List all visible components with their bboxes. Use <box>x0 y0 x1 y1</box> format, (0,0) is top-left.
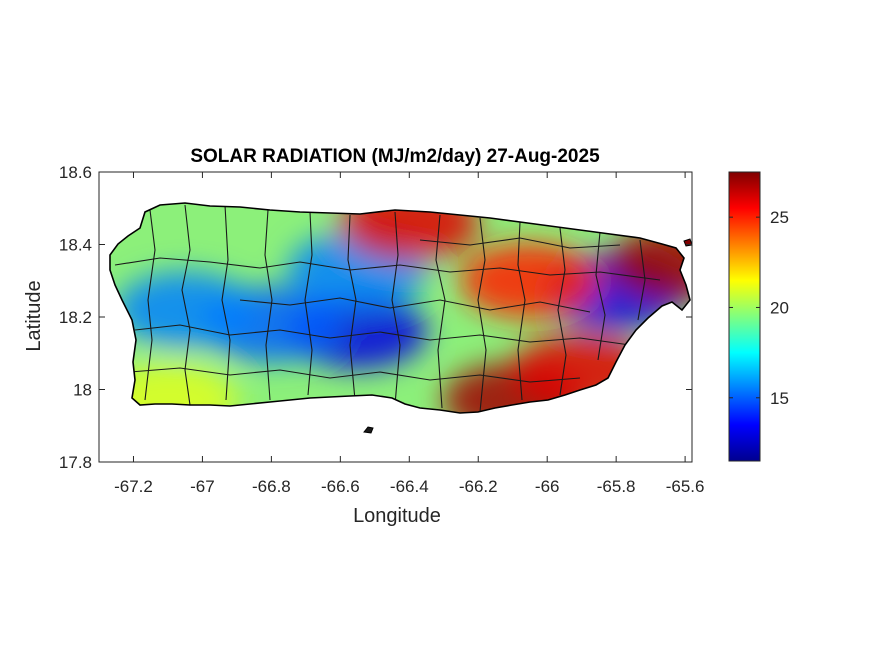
x-tick-label: -66.4 <box>390 477 429 496</box>
y-tick-label: 18 <box>73 381 92 400</box>
x-tick-label: -67.2 <box>114 477 153 496</box>
colorbar-tick-label: 20 <box>770 298 789 317</box>
colorbar-tick-label: 25 <box>770 208 789 227</box>
colorbar-tick-label: 15 <box>770 389 789 408</box>
coastline <box>109 202 691 414</box>
x-tick-label: -66.8 <box>252 477 291 496</box>
municipal-boundaries <box>114 204 661 413</box>
x-tick-label: -65.8 <box>597 477 636 496</box>
x-axis: -67.2 -67 -66.8 -66.6 -66.4 -66.2 -66 -65.8 -65.… <box>114 172 704 496</box>
field-cell-8 <box>608 224 690 301</box>
y-tick-label: 18.4 <box>59 236 92 255</box>
caja-de-muertos-island <box>363 426 374 434</box>
x-tick-label: -66.2 <box>459 477 498 496</box>
y-tick-label: 18.2 <box>59 308 92 327</box>
y-axis: 17.8 18 18.2 18.4 18.6 <box>59 163 692 472</box>
y-tick-label: 18.6 <box>59 163 92 182</box>
field-cell-2 <box>115 271 256 348</box>
colorbar-ticks: 15 20 25 <box>729 208 789 408</box>
field-cell-10 <box>459 242 600 319</box>
x-tick-label: -66 <box>535 477 560 496</box>
colorbar <box>728 171 761 462</box>
x-tick-label: -67 <box>190 477 215 496</box>
x-tick-label: -66.6 <box>321 477 360 496</box>
x-tick-label: -65.6 <box>666 477 705 496</box>
y-axis-label: Latitude <box>23 280 45 351</box>
chart-title: SOLAR RADIATION (MJ/m2/day) 27-Aug-2025 <box>190 146 600 167</box>
x-axis-label: Longitude <box>353 505 441 527</box>
y-tick-label: 17.8 <box>59 453 92 472</box>
